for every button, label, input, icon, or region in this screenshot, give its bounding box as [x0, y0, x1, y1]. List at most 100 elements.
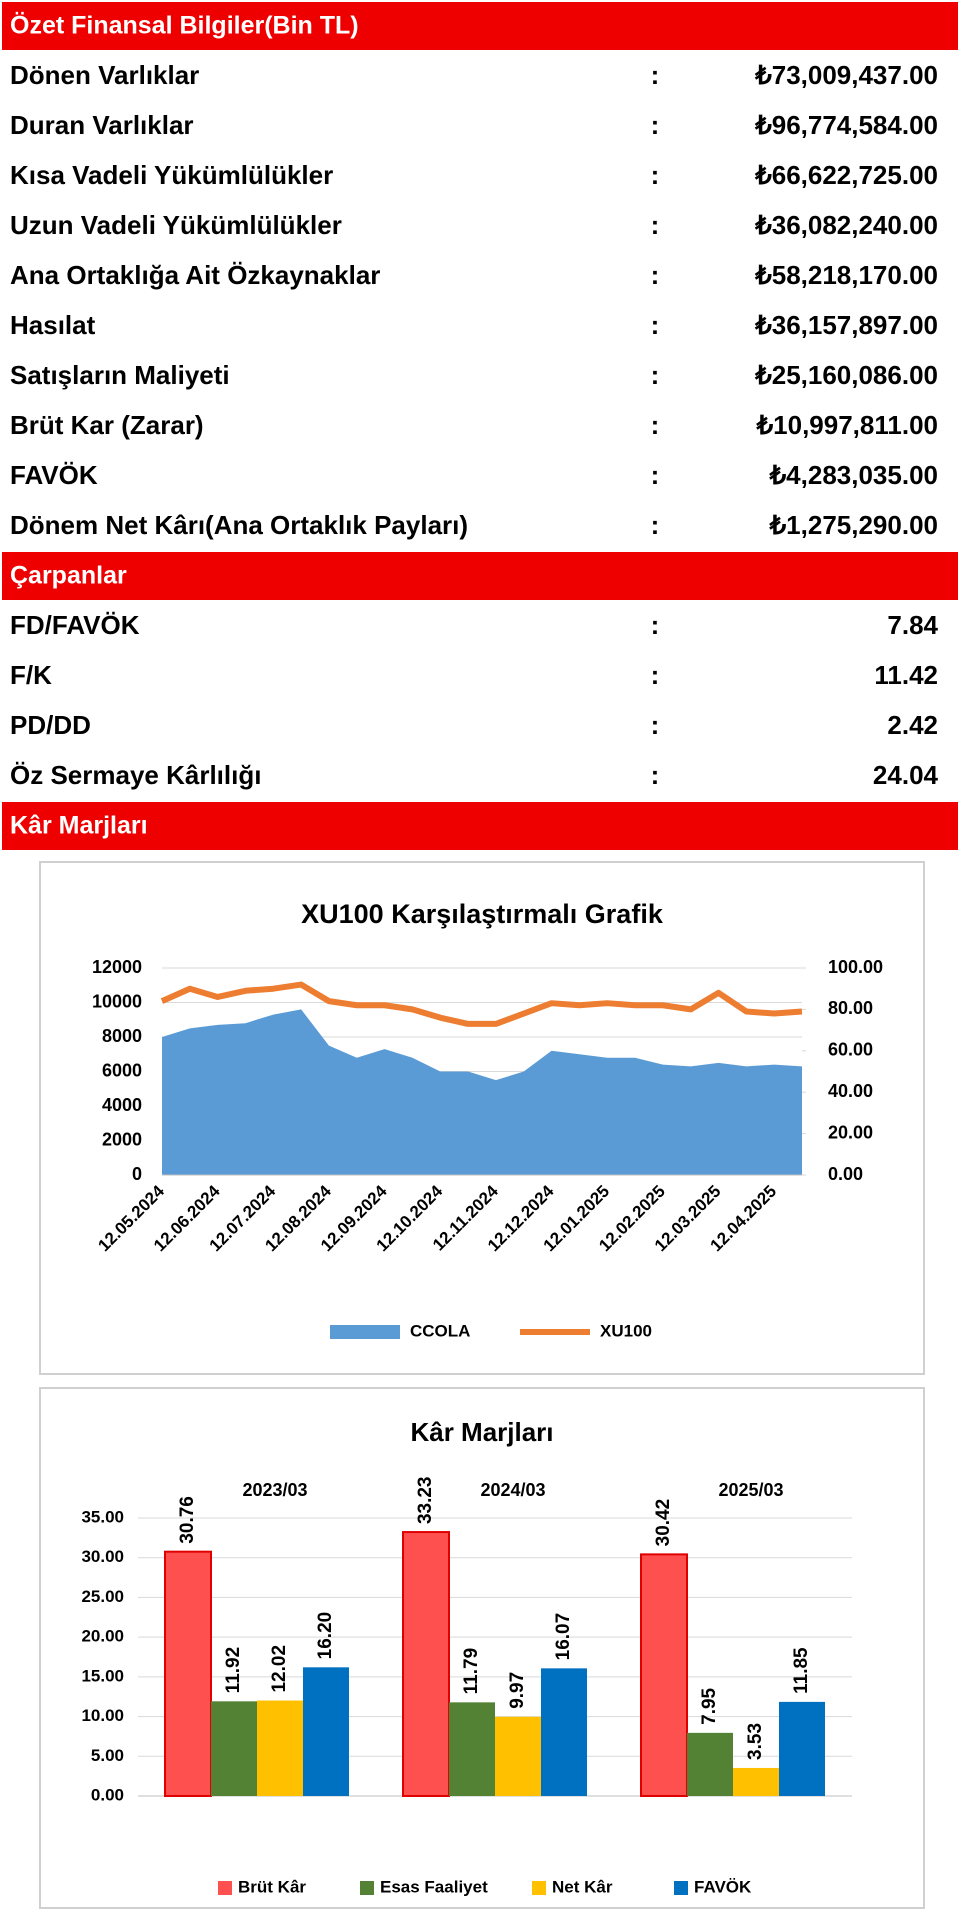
row-label: FAVÖK [10, 460, 98, 490]
row-separator: : [651, 210, 660, 240]
y-tick-label: 12000 [92, 957, 142, 977]
bar [449, 1702, 495, 1796]
bar [779, 1701, 825, 1796]
bar [495, 1716, 541, 1796]
y-tick-label: 4000 [102, 1095, 142, 1115]
row-separator: : [651, 460, 660, 490]
y-tick-label: 0.00 [91, 1785, 124, 1804]
data-label: 30.76 [177, 1496, 198, 1544]
y-tick-label: 5.00 [91, 1746, 124, 1765]
row-label: Uzun Vadeli Yükümlülükler [10, 210, 342, 240]
row-separator: : [651, 310, 660, 340]
section-header [2, 2, 958, 50]
data-label: 7.95 [699, 1687, 720, 1724]
row-separator: : [651, 610, 660, 640]
section-title: Özet Finansal Bilgiler(Bin TL) [10, 11, 359, 40]
data-label: 33.23 [415, 1477, 436, 1525]
legend-label: Esas Faaliyet [380, 1877, 488, 1896]
data-label: 30.42 [653, 1499, 674, 1547]
row-separator: : [651, 60, 660, 90]
row-separator: : [651, 260, 660, 290]
row-label: F/K [10, 660, 52, 690]
row-label: PD/DD [10, 710, 91, 740]
row-value: 24.04 [873, 760, 939, 790]
row-value: ₺36,157,897.00 [754, 310, 938, 340]
row-label: Duran Varlıklar [10, 110, 194, 140]
bar [211, 1701, 257, 1796]
y-tick-label: 35.00 [81, 1507, 124, 1526]
row-label: FD/FAVÖK [10, 610, 140, 640]
legend-label: Brüt Kâr [238, 1877, 306, 1896]
y2-tick-label: 20.00 [828, 1122, 873, 1142]
category-label: 2023/03 [242, 1480, 307, 1500]
row-separator: : [651, 360, 660, 390]
row-separator: : [651, 710, 660, 740]
row-value: ₺36,082,240.00 [754, 210, 938, 240]
row-value: ₺96,774,584.00 [754, 110, 938, 140]
row-label: Brüt Kar (Zarar) [10, 410, 204, 440]
data-label: 9.97 [507, 1672, 528, 1709]
legend-label: FAVÖK [694, 1877, 752, 1896]
y2-tick-label: 40.00 [828, 1081, 873, 1101]
row-label: Ana Ortaklığa Ait Özkaynaklar [10, 260, 380, 290]
y2-tick-label: 100.00 [828, 957, 883, 977]
data-label: 11.85 [791, 1647, 812, 1694]
y-tick-label: 10000 [92, 991, 142, 1011]
y-tick-label: 8000 [102, 1026, 142, 1046]
y-tick-label: 30.00 [81, 1547, 124, 1566]
legend-label: CCOLA [410, 1321, 470, 1340]
row-value: 2.42 [887, 710, 938, 740]
row-value: ₺25,160,086.00 [754, 360, 938, 390]
data-label: 16.07 [553, 1613, 574, 1661]
bar [402, 1531, 450, 1797]
y-tick-label: 2000 [102, 1129, 142, 1149]
y-tick-label: 0 [132, 1164, 142, 1184]
row-label: Hasılat [10, 310, 96, 340]
row-separator: : [651, 160, 660, 190]
row-separator: : [651, 410, 660, 440]
row-value: 7.84 [887, 610, 938, 640]
data-label: 12.02 [269, 1645, 290, 1693]
legend-label: Net Kâr [552, 1877, 613, 1896]
legend-swatch [330, 1325, 400, 1339]
bar [640, 1553, 688, 1798]
legend-swatch [674, 1881, 688, 1895]
bar [257, 1700, 303, 1796]
area-series [162, 1009, 802, 1175]
section-title: Kâr Marjları [10, 812, 148, 840]
data-label: 11.79 [461, 1648, 482, 1695]
bar [303, 1667, 349, 1796]
legend-label: XU100 [600, 1321, 652, 1340]
y-tick-label: 20.00 [81, 1627, 124, 1646]
row-value: ₺10,997,811.00 [756, 410, 938, 440]
data-label: 3.53 [745, 1723, 766, 1760]
row-value: ₺1,275,290.00 [769, 510, 938, 540]
bar [687, 1732, 733, 1796]
bar [541, 1668, 587, 1796]
row-label: Dönem Net Kârı(Ana Ortaklık Payları) [10, 510, 468, 540]
row-value: ₺73,009,437.00 [754, 60, 938, 90]
y-tick-label: 25.00 [81, 1587, 124, 1606]
row-label: Dönen Varlıklar [10, 60, 199, 90]
row-value: 11.42 [874, 660, 938, 690]
row-value: ₺4,283,035.00 [769, 460, 938, 490]
row-separator: : [651, 760, 660, 790]
row-label: Satışların Maliyeti [10, 360, 230, 390]
row-separator: : [651, 510, 660, 540]
row-value: ₺58,218,170.00 [754, 260, 938, 290]
y2-tick-label: 0.00 [828, 1164, 863, 1184]
y-tick-label: 15.00 [81, 1666, 124, 1685]
row-label: Kısa Vadeli Yükümlülükler [10, 160, 333, 190]
data-label: 11.92 [223, 1647, 244, 1694]
y-tick-label: 6000 [102, 1060, 142, 1080]
chart-title: Kâr Marjları [410, 1417, 553, 1447]
row-label: Öz Sermaye Kârlılığı [10, 760, 261, 790]
row-value: ₺66,622,725.00 [754, 160, 938, 190]
legend-swatch [218, 1881, 232, 1895]
section-header [2, 552, 958, 600]
y2-tick-label: 80.00 [828, 998, 873, 1018]
row-separator: : [651, 660, 660, 690]
bar [164, 1550, 212, 1798]
